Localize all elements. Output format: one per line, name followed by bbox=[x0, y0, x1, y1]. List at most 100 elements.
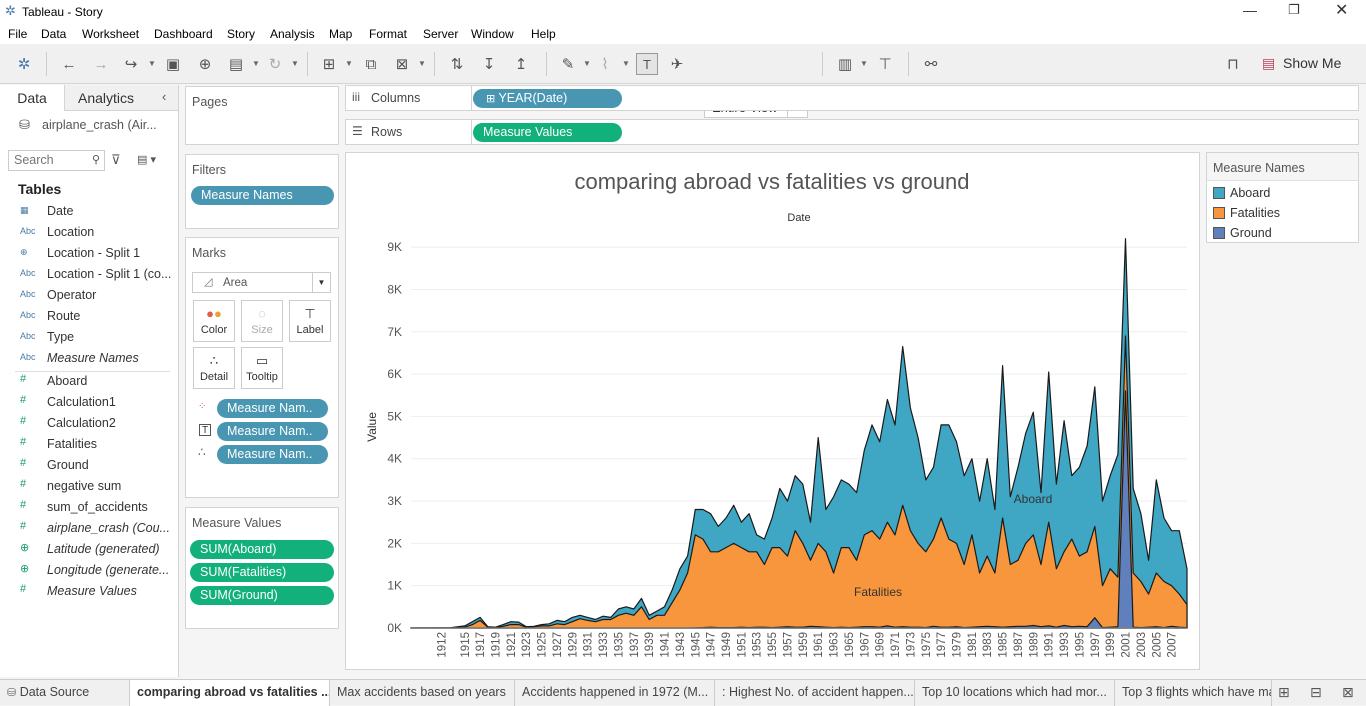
pages-card[interactable]: Pages bbox=[185, 86, 339, 145]
redo-icon[interactable]: → bbox=[93, 55, 109, 73]
marks-color-button[interactable]: ●● Color bbox=[193, 300, 235, 342]
chevron-down-icon[interactable]: ▼ bbox=[860, 59, 868, 68]
columns-shelf[interactable]: iii Columns ⊞ YEAR(Date) bbox=[345, 85, 1359, 111]
menu-window[interactable]: Window bbox=[471, 27, 514, 41]
expand-icon[interactable]: ⊞ bbox=[486, 93, 496, 105]
save-icon[interactable]: ▣ bbox=[165, 56, 181, 73]
chevron-down-icon[interactable]: ▼ bbox=[148, 59, 156, 68]
field-item[interactable]: # Calculation2 bbox=[0, 414, 175, 434]
filter-pill-measure-names[interactable]: Measure Names bbox=[191, 186, 334, 205]
area-chart[interactable]: comparing abroad vs fatalities vs ground… bbox=[346, 153, 1199, 669]
mark-type-select[interactable]: ◿ Area ▼ bbox=[192, 272, 331, 293]
paperclip-icon[interactable]: ⌇ bbox=[601, 56, 609, 73]
area-aboard[interactable] bbox=[410, 238, 1188, 629]
marks-pill-color[interactable]: Measure Nam.. bbox=[217, 399, 328, 418]
mv-pill-fatalities[interactable]: SUM(Fatalities) bbox=[190, 563, 334, 582]
field-item[interactable]: # Calculation1 bbox=[0, 393, 175, 413]
menu-dashboard[interactable]: Dashboard bbox=[154, 27, 213, 41]
mv-pill-ground[interactable]: SUM(Ground) bbox=[190, 586, 334, 605]
columns-pill[interactable]: ⊞ YEAR(Date) bbox=[473, 89, 622, 108]
filter-icon[interactable]: ⊽ bbox=[111, 152, 121, 167]
marks-size-button[interactable]: ◌ Size bbox=[241, 300, 283, 342]
field-item[interactable]: # Fatalities bbox=[0, 435, 175, 455]
field-item[interactable]: Abc Measure Names bbox=[0, 349, 175, 369]
rows-shelf[interactable]: ☰ Rows Measure Values bbox=[345, 119, 1359, 145]
menu-map[interactable]: Map bbox=[329, 27, 353, 41]
presentation-mode-icon[interactable]: ⊤ bbox=[878, 56, 892, 73]
new-story-icon[interactable]: ⊠ bbox=[1342, 684, 1354, 700]
chevron-down-icon[interactable]: ▼ bbox=[418, 59, 426, 68]
marks-detail-button[interactable]: ∴ Detail bbox=[193, 347, 235, 389]
chevron-down-icon[interactable]: ▼ bbox=[583, 59, 591, 68]
clear-sheet-icon[interactable]: ⊠ bbox=[395, 56, 409, 73]
refresh-icon[interactable]: ↻ bbox=[268, 56, 282, 73]
pause-updates-icon[interactable]: ▤ bbox=[228, 56, 244, 73]
area-fatalities[interactable] bbox=[410, 335, 1188, 629]
tab-analytics[interactable]: Analytics bbox=[64, 85, 178, 111]
field-item[interactable]: Abc Type bbox=[0, 328, 175, 348]
marks-tooltip-button[interactable]: ▭ Tooltip bbox=[241, 347, 283, 389]
field-item[interactable]: # Measure Values bbox=[0, 582, 175, 602]
menu-format[interactable]: Format bbox=[369, 27, 408, 41]
menu-data[interactable]: Data bbox=[41, 27, 67, 41]
tab-top-10-locations[interactable]: Top 10 locations which had mor... bbox=[915, 680, 1115, 706]
field-item[interactable]: ▦ Date bbox=[0, 202, 175, 222]
datasource-name[interactable]: airplane_crash (Air... bbox=[42, 118, 157, 132]
field-item[interactable]: Abc Route bbox=[0, 307, 175, 327]
field-item[interactable]: ⊕ Latitude (generated) bbox=[0, 540, 175, 560]
tab-max-accidents[interactable]: Max accidents based on years bbox=[330, 680, 515, 706]
minimize-icon[interactable]: — bbox=[1243, 2, 1257, 18]
marks-pill-label[interactable]: Measure Nam.. bbox=[217, 422, 328, 441]
tab-data[interactable]: Data bbox=[0, 85, 64, 111]
search-input[interactable] bbox=[9, 151, 85, 169]
chevron-down-icon[interactable]: ▼ bbox=[252, 59, 260, 68]
field-item[interactable]: ⊕ Longitude (generate... bbox=[0, 561, 175, 581]
rows-pill[interactable]: Measure Values bbox=[473, 123, 622, 142]
filters-card[interactable]: Filters Measure Names bbox=[185, 154, 339, 229]
marks-pill-detail[interactable]: Measure Nam.. bbox=[217, 445, 328, 464]
share-icon[interactable]: ⚯ bbox=[924, 56, 938, 73]
menu-file[interactable]: File bbox=[8, 27, 28, 41]
tableau-home-icon[interactable]: ✲ bbox=[17, 56, 31, 73]
new-worksheet-icon[interactable]: ⊞ bbox=[322, 56, 336, 73]
tab-top-3-flights[interactable]: Top 3 flights which have ma bbox=[1115, 680, 1272, 706]
field-item[interactable]: # negative sum bbox=[0, 477, 175, 497]
new-dashboard-icon[interactable]: ⊟ bbox=[1310, 684, 1322, 700]
menu-worksheet[interactable]: Worksheet bbox=[82, 27, 140, 41]
field-item[interactable]: # airplane_crash (Cou... bbox=[0, 519, 175, 539]
duplicate-icon[interactable]: ⧉ bbox=[365, 55, 377, 73]
chart-view[interactable]: comparing abroad vs fatalities vs ground… bbox=[345, 152, 1200, 670]
menu-analysis[interactable]: Analysis bbox=[270, 27, 315, 41]
sort-ascending-icon[interactable]: ↧ bbox=[482, 56, 496, 73]
show-me-button[interactable]: Show Me bbox=[1283, 55, 1342, 71]
highlight-icon[interactable]: ✎ bbox=[561, 56, 575, 73]
menu-story[interactable]: Story bbox=[227, 27, 256, 41]
collapse-pane-icon[interactable]: ‹ bbox=[162, 89, 167, 104]
menu-server[interactable]: Server bbox=[423, 27, 459, 41]
tab-accidents-1972[interactable]: Accidents happened in 1972 (M... bbox=[515, 680, 715, 706]
field-item[interactable]: Abc Operator bbox=[0, 286, 175, 306]
new-worksheet-icon[interactable]: ⊞ bbox=[1278, 684, 1290, 700]
field-item[interactable]: Abc Location bbox=[0, 223, 175, 243]
undo-icon[interactable]: ← bbox=[61, 55, 77, 73]
format-painter-icon[interactable]: ⊓ bbox=[1227, 56, 1239, 73]
sort-descending-icon[interactable]: ↥ bbox=[514, 56, 528, 73]
show-cards-icon[interactable]: ▥ bbox=[837, 56, 853, 73]
field-item[interactable]: # Ground bbox=[0, 456, 175, 476]
chevron-down-icon[interactable]: ▼ bbox=[312, 273, 330, 292]
field-item[interactable]: Abc Location - Split 1 (co... bbox=[0, 265, 175, 285]
view-options-icon[interactable]: ▤ ▾ bbox=[137, 154, 156, 166]
field-item[interactable]: # sum_of_accidents bbox=[0, 498, 175, 518]
field-item[interactable]: ⊕ Location - Split 1 bbox=[0, 244, 175, 264]
marks-label-button[interactable]: ⊤ Label bbox=[289, 300, 331, 342]
tab-comparing[interactable]: comparing abroad vs fatalities ... bbox=[130, 680, 330, 706]
menu-help[interactable]: Help bbox=[531, 27, 556, 41]
field-item[interactable]: # Aboard bbox=[0, 372, 175, 392]
chevron-down-icon[interactable]: ▼ bbox=[622, 59, 630, 68]
swap-icon[interactable]: ⇅ bbox=[450, 56, 464, 73]
show-mark-labels-icon[interactable]: T bbox=[636, 53, 658, 75]
show-me-icon[interactable]: ▤ bbox=[1262, 55, 1276, 71]
replay-icon[interactable]: ↪ bbox=[124, 56, 138, 73]
tab-data-source[interactable]: ⛁ Data Source bbox=[0, 680, 130, 706]
color-legend[interactable]: Measure Names Aboard Fatalities Ground bbox=[1206, 152, 1359, 243]
